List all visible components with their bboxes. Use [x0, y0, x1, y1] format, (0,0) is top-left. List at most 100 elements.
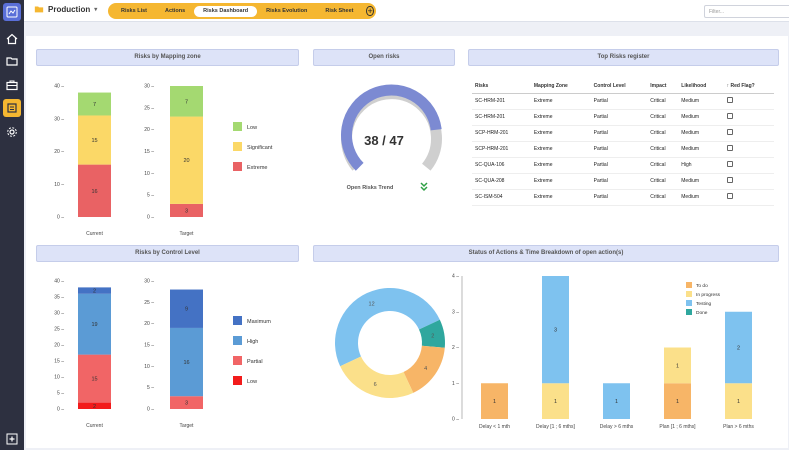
table-row[interactable]: SCP-HRM-201 Extreme Partial Critical Medium	[472, 125, 774, 142]
table-row[interactable]: SCP-HRM-201 Extreme Partial Critical Medium	[472, 141, 774, 158]
panel-title-open: Open risks	[313, 49, 455, 66]
table-cell: Partial	[590, 93, 648, 110]
home-icon[interactable]	[3, 30, 21, 48]
legend-swatch	[686, 300, 692, 306]
data-label: 3	[185, 208, 188, 214]
tab-risks-evolution[interactable]: Risks Evolution	[266, 7, 308, 14]
red-flag-checkbox[interactable]	[726, 145, 733, 151]
add-tab-icon[interactable]: +	[366, 6, 374, 16]
mapping-zone-chart: 0 – 10 – 20 – 30 – 40 – 16 15 7 Current 0 – 5 – 10 …	[54, 84, 273, 238]
legend-swatch	[233, 356, 242, 365]
column-header[interactable]: ↑ Red Flag?	[723, 79, 774, 94]
data-label: 2	[93, 289, 96, 295]
y-tick-label: 15 –	[54, 359, 64, 365]
data-label: 2	[93, 404, 96, 410]
legend-swatch	[686, 282, 692, 288]
table-cell: Medium	[678, 173, 724, 190]
table-cell: SC-QUA-208	[472, 173, 531, 190]
column-header[interactable]: Risks	[472, 79, 531, 94]
legend-label: To do	[696, 283, 708, 289]
table-cell: Critical	[647, 173, 679, 190]
table-row[interactable]: SC-ISM-504 Extreme Partial Critical Medium	[472, 189, 774, 206]
data-label: 19	[91, 322, 97, 328]
red-flag-cell	[723, 93, 774, 110]
table-cell: Partial	[590, 109, 648, 126]
table-row[interactable]: SC-HRM-201 Extreme Partial Critical Medium	[472, 93, 774, 110]
bar-segment	[78, 354, 111, 403]
legend-label: Significant	[247, 145, 273, 151]
legend-swatch	[233, 376, 242, 385]
red-flag-checkbox[interactable]	[726, 177, 733, 183]
red-flag-checkbox[interactable]	[726, 161, 733, 167]
tab-risks-dashboard[interactable]: Risks Dashboard	[194, 5, 258, 17]
add-icon[interactable]	[3, 430, 21, 448]
y-tick-label: 20 –	[54, 343, 64, 349]
briefcase-icon[interactable]	[3, 76, 21, 94]
x-tick-label: Delay > 6 mths	[600, 424, 634, 430]
bar-segment	[481, 383, 508, 419]
x-tick-label: Current	[86, 231, 103, 237]
table-row[interactable]: SC-QUA-208 Extreme Partial Critical Medium	[472, 173, 774, 190]
red-flag-checkbox[interactable]	[726, 97, 733, 103]
y-tick-label: 10 –	[54, 375, 64, 381]
table-cell: Critical	[647, 93, 679, 110]
red-flag-checkbox[interactable]	[726, 129, 733, 135]
y-tick-label: 1 –	[452, 381, 459, 387]
y-tick-label: 0 –	[452, 417, 459, 423]
red-flag-checkbox[interactable]	[726, 193, 733, 199]
table-cell: SCP-HRM-201	[472, 125, 531, 142]
table-row[interactable]: SC-QUA-106 Extreme Partial Critical High	[472, 157, 774, 174]
legend-swatch	[686, 291, 692, 297]
y-tick-label: 10 –	[54, 182, 64, 188]
data-label: 16	[183, 360, 189, 366]
table-cell: Medium	[678, 109, 724, 126]
bar-segment	[170, 396, 203, 409]
table-cell: Extreme	[530, 93, 591, 110]
tab-risk-sheet[interactable]: Risk Sheet	[325, 7, 354, 14]
legend-label: Extreme	[247, 165, 267, 171]
tasks-icon[interactable]	[3, 99, 21, 117]
tab-actions[interactable]: Actions	[164, 7, 186, 14]
table-cell: Critical	[647, 141, 679, 158]
data-label: 16	[91, 189, 97, 195]
table-cell: Extreme	[530, 109, 591, 126]
logo-icon[interactable]	[3, 3, 21, 21]
folder-icon[interactable]	[3, 52, 21, 70]
red-flag-checkbox[interactable]	[726, 113, 733, 119]
tab-risks-list[interactable]: Risks List	[121, 7, 147, 14]
column-header[interactable]: Mapping Zone	[530, 79, 591, 94]
actions-status-donut: 12 2 4 6	[335, 288, 445, 398]
bar-segment	[664, 383, 691, 419]
x-tick-label: Delay [1 ; 6 mths]	[536, 424, 576, 430]
table-cell: Critical	[647, 125, 679, 142]
column-header[interactable]: Likelihood	[678, 79, 724, 94]
bar-segment	[170, 116, 203, 204]
filter-input[interactable]: Filter...	[704, 5, 789, 18]
data-label: 2	[737, 346, 740, 352]
data-label: 9	[185, 307, 188, 313]
y-tick-label: 30 –	[54, 116, 64, 122]
control-level-chart: 0 –5 –10 –15 –20 –25 –30 –35 –40 –215192…	[54, 279, 271, 430]
column-header[interactable]: Impact	[647, 79, 679, 94]
chevron-double-down-icon[interactable]	[418, 180, 430, 192]
legend-label: Low	[247, 379, 257, 385]
table-cell: SC-ISM-504	[472, 189, 531, 206]
chevron-down-icon: ▾	[94, 6, 98, 13]
table-row[interactable]: SC-HRM-201 Extreme Partial Critical Medium	[472, 109, 774, 126]
top-risks-table: Risks Mapping Zone Control Level Impact Like…	[472, 79, 774, 206]
legend-swatch	[233, 122, 242, 131]
y-tick-label: 5 –	[147, 385, 154, 391]
x-tick-label: Plan > 6 mths	[723, 424, 754, 430]
table-cell: High	[678, 157, 724, 174]
app-selector[interactable]: Production ▾	[34, 4, 97, 14]
data-label: 12	[369, 302, 375, 308]
tab-bar: Risks List Actions Risks Dashboard Risks…	[108, 3, 376, 19]
settings-icon[interactable]	[3, 123, 21, 141]
column-header[interactable]: Control Level	[590, 79, 648, 94]
y-tick-label: 25 –	[54, 327, 64, 333]
table-cell: Medium	[678, 141, 724, 158]
bar-segment	[170, 289, 203, 328]
bar-segment	[542, 276, 569, 384]
y-tick-label: 15 –	[144, 343, 154, 349]
y-tick-label: 10 –	[144, 364, 154, 370]
